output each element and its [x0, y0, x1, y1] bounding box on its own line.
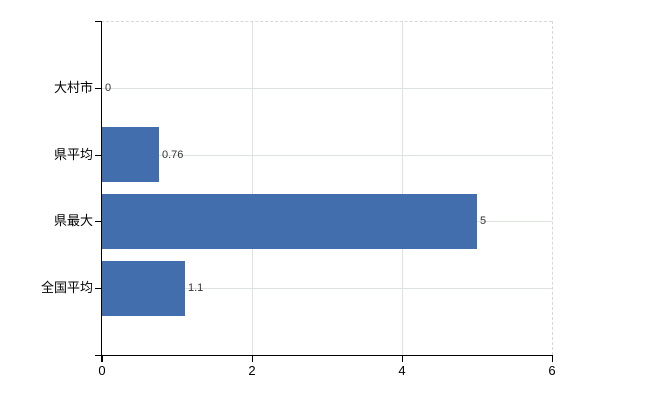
h-gridline [102, 288, 552, 289]
x-axis-tick [402, 356, 403, 362]
plot-top-border [101, 21, 552, 22]
plot-right-border [552, 21, 553, 355]
x-axis-tick [102, 356, 103, 362]
y-axis-line [101, 21, 102, 362]
bar-value-label: 0.76 [162, 149, 184, 161]
bar [102, 194, 477, 249]
y-axis-tick [95, 88, 101, 89]
x-axis-line [95, 355, 553, 356]
h-gridline [102, 155, 552, 156]
category-label: 県最大 [53, 213, 93, 228]
x-axis-tick [252, 356, 253, 362]
bar-value-label: 5 [480, 215, 487, 227]
category-label: 全国平均 [40, 280, 93, 295]
bar [102, 127, 159, 182]
bar-value-label: 1.1 [188, 282, 204, 294]
y-axis-tick [95, 21, 101, 22]
v-gridline [402, 21, 403, 355]
x-axis-tick [552, 356, 553, 362]
y-axis-tick [95, 155, 101, 156]
category-label: 大村市 [53, 80, 93, 95]
bar-value-label: 0 [105, 82, 112, 94]
x-tick-label: 6 [548, 363, 556, 378]
x-tick-label: 2 [248, 363, 256, 378]
category-label: 県平均 [53, 147, 93, 162]
v-gridline [252, 21, 253, 355]
y-axis-tick [95, 288, 101, 289]
bar [102, 261, 185, 316]
h-gridline [102, 88, 552, 89]
x-tick-label: 0 [98, 363, 106, 378]
x-tick-label: 4 [398, 363, 406, 378]
y-axis-tick [95, 221, 101, 222]
